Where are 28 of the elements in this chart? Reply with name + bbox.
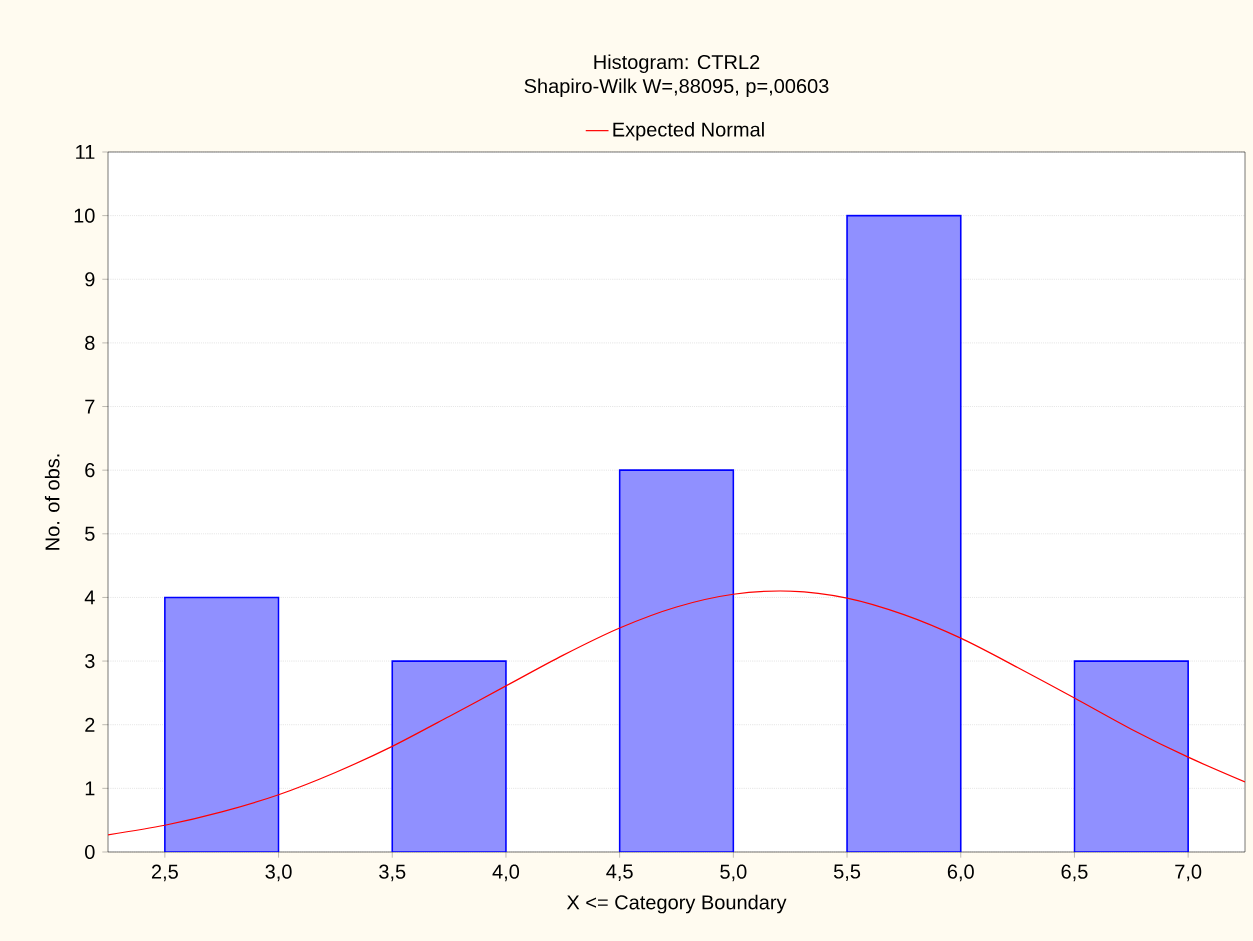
y-tick-label: 9	[85, 272, 95, 287]
x-tick-label: 6,0	[947, 864, 974, 882]
x-tick-label: 7,0	[1175, 864, 1202, 882]
line-series	[108, 590, 1245, 836]
x-tick-label: 5,0	[720, 864, 747, 882]
y-tick-label: 4	[84, 590, 95, 605]
x-tick-label: 2,5	[151, 864, 178, 882]
y-tick-label: 8	[85, 335, 95, 350]
y-tick-label: 11	[76, 145, 95, 159]
x-tick-label: 3,5	[379, 864, 406, 882]
chart-title: Histogram: CTRL2	[594, 54, 760, 74]
x-tick-label: 5,5	[833, 864, 861, 881]
y-tick-label: 5	[85, 526, 95, 541]
x-tick-label: 4,5	[606, 864, 633, 881]
x-tick-label: 4,0	[492, 864, 520, 882]
y-tick-label: 3	[85, 653, 95, 669]
y-tick-label: 10	[74, 208, 95, 223]
x-tick-label: 3,0	[265, 864, 292, 882]
y-tick-label: 2	[85, 717, 95, 732]
y-tick-label: 0	[85, 844, 95, 860]
y-tick-label: 7	[85, 399, 95, 414]
x-axis-title: X <= Category Boundary	[566, 894, 787, 914]
legend-label: Expected Normal	[613, 121, 764, 141]
y-axis-title: No. of obs.	[44, 454, 60, 550]
y-tick-label: 6	[85, 463, 95, 478]
x-tick-label: 6,5	[1061, 864, 1088, 882]
y-tick-label: 1	[85, 781, 95, 796]
chart-subtitle: Shapiro-Wilk W=,88095, p=,00603	[524, 78, 829, 98]
